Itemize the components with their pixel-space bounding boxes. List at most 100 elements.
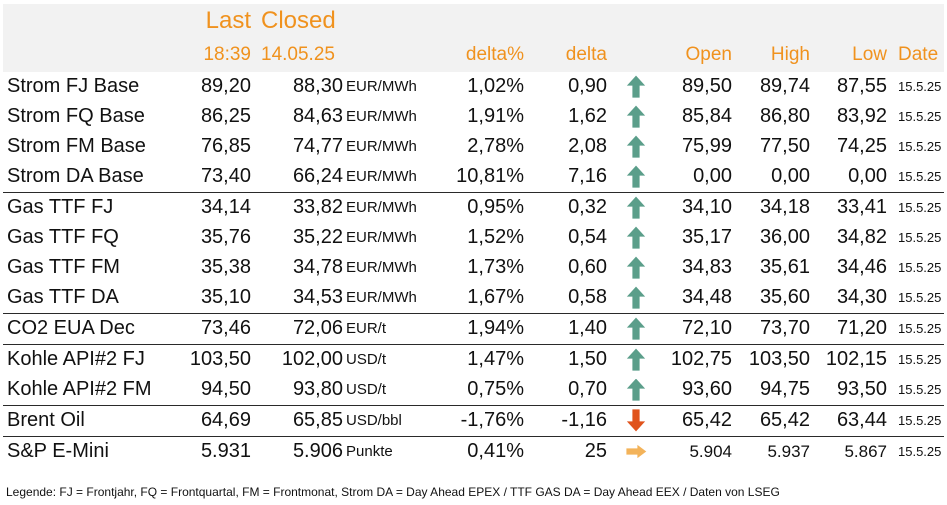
row-delta: -1,16 (561, 409, 607, 431)
row-date: 15.5.25 (898, 79, 942, 94)
table-row: Strom FM Base 76,85 74,77 EUR/MWh 2,78% 2,08 7… (3, 132, 944, 162)
row-open: 72,10 (681, 317, 732, 339)
row-date: 15.5.25 (898, 139, 942, 154)
row-delta-pct: 1,94% (467, 317, 524, 339)
row-delta-pct: 0,41% (467, 440, 524, 462)
table-row: Gas TTF FJ 34,14 33,82 EUR/MWh 0,95% 0,32 34,1… (3, 192, 944, 223)
row-last: 35,10 (200, 286, 251, 308)
row-name: Brent Oil (7, 409, 85, 431)
table-row: Kohle API#2 FJ 103,50 102,00 USD/t 1,47% 1,50… (3, 344, 944, 375)
row-closed: 84,63 (292, 105, 343, 127)
row-low: 34,30 (836, 286, 887, 308)
row-unit: EUR/MWh (346, 108, 417, 125)
row-name: Gas TTF FJ (7, 196, 114, 218)
row-unit: USD/bbl (346, 412, 402, 429)
table-row: Gas TTF DA 35,10 34,53 EUR/MWh 1,67% 0,58 34,4… (3, 283, 944, 313)
row-last: 73,40 (200, 165, 251, 187)
table-row: Strom FJ Base 89,20 88,30 EUR/MWh 1,02% 0,90 8… (3, 72, 944, 102)
row-open: 35,17 (681, 226, 732, 248)
table-body: Strom FJ Base 89,20 88,30 EUR/MWh 1,02% 0,90 8… (3, 72, 944, 467)
market-table: Last Closed 18:39 14.05.25 delta% delta … (3, 4, 944, 467)
arrow-up-icon (623, 132, 649, 161)
row-last: 103,50 (189, 348, 251, 370)
header-delta: delta (565, 44, 607, 65)
row-delta: 0,32 (568, 196, 607, 218)
row-last: 89,20 (200, 75, 251, 97)
header-date: Date (898, 44, 939, 65)
header-row-top: Last Closed (3, 4, 944, 38)
row-name: Kohle API#2 FM (7, 378, 152, 400)
row-high: 36,00 (759, 226, 810, 248)
row-unit: USD/t (346, 351, 387, 368)
legend-text: Legende: FJ = Frontjahr, FQ = Frontquart… (6, 485, 780, 499)
row-high: 103,50 (748, 348, 810, 370)
row-name: Strom DA Base (7, 165, 144, 187)
arrow-up-icon (623, 223, 649, 252)
header-closed-date: 14.05.25 (261, 44, 335, 65)
row-high: 73,70 (759, 317, 810, 339)
row-low: 34,82 (836, 226, 887, 248)
row-unit: EUR/MWh (346, 259, 417, 276)
table-row: Strom DA Base 73,40 66,24 EUR/MWh 10,81% 7,16… (3, 162, 944, 192)
row-delta: 1,50 (568, 348, 607, 370)
row-high: 35,61 (759, 256, 810, 278)
row-name: Kohle API#2 FJ (7, 348, 145, 370)
row-date: 15.5.25 (898, 290, 942, 305)
row-open: 93,60 (681, 378, 732, 400)
header-last-time: 18:39 (203, 44, 251, 65)
row-last: 86,25 (200, 105, 251, 127)
row-delta-pct: 1,67% (467, 286, 524, 308)
row-delta-pct: 1,73% (467, 256, 524, 278)
row-name: Gas TTF FM (7, 256, 120, 278)
row-delta: 7,16 (568, 165, 607, 187)
arrow-up-icon (623, 314, 649, 343)
row-closed: 102,00 (281, 348, 343, 370)
row-delta-pct: 1,47% (467, 348, 524, 370)
row-unit: EUR/MWh (346, 289, 417, 306)
arrow-up-icon (623, 193, 649, 222)
row-high: 5.937 (767, 442, 810, 461)
row-delta: 25 (584, 440, 607, 462)
row-name: Gas TTF FQ (7, 226, 119, 248)
row-unit: USD/t (346, 381, 387, 398)
row-unit: EUR/MWh (346, 199, 417, 216)
row-name: CO2 EUA Dec (7, 317, 135, 339)
row-open: 34,48 (681, 286, 732, 308)
row-low: 83,92 (836, 105, 887, 127)
header-open: Open (685, 44, 732, 65)
row-date: 15.5.25 (898, 321, 942, 336)
row-closed: 34,78 (292, 256, 343, 278)
row-delta-pct: 2,78% (467, 135, 524, 157)
row-delta: 2,08 (568, 135, 607, 157)
row-date: 15.5.25 (898, 109, 942, 124)
row-unit: EUR/t (346, 320, 387, 337)
row-low: 93,50 (836, 378, 887, 400)
row-low: 71,20 (836, 317, 887, 339)
row-closed: 88,30 (292, 75, 343, 97)
row-date: 15.5.25 (898, 260, 942, 275)
row-open: 89,50 (681, 75, 732, 97)
arrow-up-icon (623, 162, 649, 191)
row-delta-pct: 1,02% (467, 75, 524, 97)
row-low: 74,25 (836, 135, 887, 157)
row-open: 34,10 (681, 196, 732, 218)
row-date: 15.5.25 (898, 352, 942, 367)
table-row: Strom FQ Base 86,25 84,63 EUR/MWh 1,91% 1,62 8… (3, 102, 944, 132)
row-low: 0,00 (848, 165, 887, 187)
row-last: 5.931 (200, 440, 251, 462)
row-low: 34,46 (836, 256, 887, 278)
row-delta: 0,60 (568, 256, 607, 278)
row-closed: 66,24 (292, 165, 343, 187)
row-closed: 33,82 (292, 196, 343, 218)
arrow-right-icon (623, 437, 649, 466)
arrow-up-icon (623, 253, 649, 282)
row-delta-pct: 0,95% (467, 196, 524, 218)
row-high: 65,42 (759, 409, 810, 431)
row-date: 15.5.25 (898, 444, 942, 459)
arrow-up-icon (623, 102, 649, 131)
row-name: Gas TTF DA (7, 286, 119, 308)
row-last: 35,38 (200, 256, 251, 278)
row-low: 63,44 (836, 409, 887, 431)
row-closed: 72,06 (292, 317, 343, 339)
row-open: 65,42 (681, 409, 732, 431)
